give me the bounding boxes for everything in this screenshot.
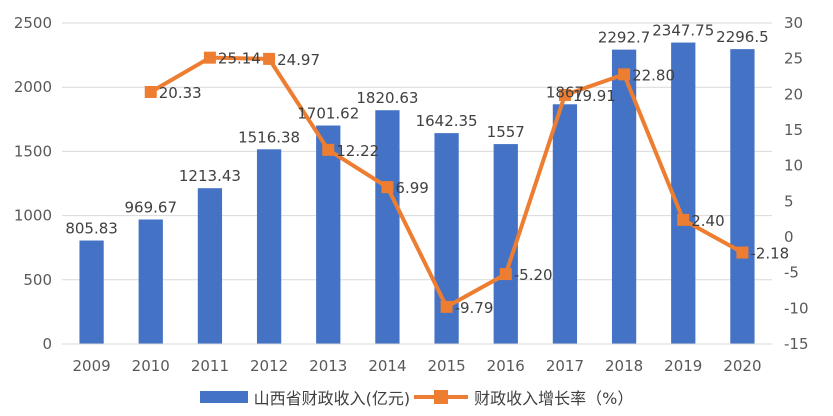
y-right-tick-label: 15 <box>784 121 803 139</box>
x-tick-label: 2019 <box>664 357 702 375</box>
line-series <box>144 51 749 313</box>
legend-item-bar[interactable]: 山西省财政收入(亿元) <box>199 385 411 409</box>
line-data-label: 6.99 <box>395 179 428 197</box>
bar <box>138 219 163 344</box>
legend: 山西省财政收入(亿元) 财政收入增长率（%） <box>0 383 833 411</box>
y-left-tick-label: 500 <box>23 271 52 289</box>
bar-data-label: 1867 <box>546 83 584 101</box>
line-marker <box>618 68 631 81</box>
line-marker <box>677 213 690 226</box>
line-data-label: 20.33 <box>159 84 202 102</box>
bar <box>316 125 341 344</box>
line-data-label: 22.80 <box>632 66 675 84</box>
line-marker <box>440 300 453 313</box>
y-left-tick-label: 2500 <box>14 14 52 32</box>
axes: 0 500 1000 1500 2000 2500 -15 -10 -5 0 5 10 15 20 25 30… <box>14 14 809 375</box>
y-right-tick-label: 5 <box>784 192 794 210</box>
line-marker <box>499 268 512 281</box>
bar-data-label: 969.67 <box>125 198 178 216</box>
x-tick-label: 2012 <box>250 357 288 375</box>
y-right-tick-label: -10 <box>784 299 809 317</box>
line-data-label: 12.22 <box>336 142 379 160</box>
bar-data-label: 2292.7 <box>598 29 651 47</box>
y-right-tick-label: -5 <box>784 264 799 282</box>
bar <box>552 104 578 345</box>
x-tick-label: 2017 <box>546 357 584 375</box>
line-data-label: -9.79 <box>455 299 494 317</box>
x-tick-label: 2014 <box>368 357 406 375</box>
watermark: 三财税海研语 <box>707 389 821 410</box>
line-marker <box>381 181 394 194</box>
x-tick-label: 2016 <box>487 357 525 375</box>
legend-bar-swatch <box>199 391 248 403</box>
y-right-tick-label: 0 <box>784 228 794 246</box>
line-data-label: 2.40 <box>691 212 724 230</box>
y-right-tick-label: 20 <box>784 85 803 103</box>
line-data-label: -2.18 <box>750 245 789 263</box>
line-data-label: 24.97 <box>277 51 320 69</box>
y-right-tick-label: 10 <box>784 157 803 175</box>
bar-data-label: 1516.38 <box>238 128 300 146</box>
x-tick-label: 2018 <box>605 357 643 375</box>
line-marker <box>558 88 571 101</box>
wechat-icon <box>707 392 727 407</box>
bar-series <box>79 42 755 345</box>
line-marker <box>203 51 216 64</box>
bar-data-label: 1213.43 <box>179 167 241 185</box>
y-right-tick-label: 30 <box>784 14 803 32</box>
watermark-text: 三财税海研语 <box>730 391 821 409</box>
bar-data-label: 1820.63 <box>356 89 418 107</box>
bar <box>197 188 223 344</box>
combo-chart: 0 500 1000 1500 2000 2500 -15 -10 -5 0 5 10 15 20 25 30… <box>14 14 809 375</box>
y-left-tick-label: 1000 <box>14 207 52 225</box>
x-tick-label: 2009 <box>72 357 110 375</box>
bar-data-label: 2347.75 <box>652 22 714 40</box>
legend-line-swatch <box>414 389 469 405</box>
line-data-label: 25.14 <box>218 50 261 68</box>
bar-data-label: 1701.62 <box>297 105 359 123</box>
line-data-label: 19.91 <box>573 87 616 105</box>
line-marker <box>263 52 276 65</box>
bar-data-label: 1642.35 <box>416 112 478 130</box>
x-tick-label: 2010 <box>132 357 170 375</box>
bar <box>730 49 755 345</box>
line-marker <box>144 85 157 98</box>
line-marker <box>322 143 335 156</box>
x-tick-label: 2015 <box>427 357 465 375</box>
y-right-tick-label: 25 <box>784 50 803 68</box>
bar <box>671 42 696 345</box>
legend-line-label: 财政收入增长率（%） <box>474 389 634 408</box>
bar <box>79 240 104 344</box>
x-tick-label: 2020 <box>723 357 761 375</box>
y-left-tick-label: 2000 <box>14 78 52 96</box>
y-right-tick-label: -15 <box>784 335 809 353</box>
legend-item-line[interactable]: 财政收入增长率（%） <box>414 385 633 409</box>
bar <box>375 110 400 344</box>
y-left-tick-label: 0 <box>42 335 52 353</box>
bar-data-label: 805.83 <box>65 220 118 238</box>
bar <box>256 149 282 344</box>
bar-data-label: 2296.5 <box>716 28 769 46</box>
line-data-label: -5.20 <box>514 266 553 284</box>
line-marker <box>736 246 749 259</box>
x-tick-label: 2013 <box>309 357 347 375</box>
legend-bar-label: 山西省财政收入(亿元) <box>253 389 411 408</box>
y-left-tick-label: 1500 <box>14 142 52 160</box>
x-tick-label: 2011 <box>191 357 229 375</box>
bar-data-label: 1557 <box>487 123 525 141</box>
